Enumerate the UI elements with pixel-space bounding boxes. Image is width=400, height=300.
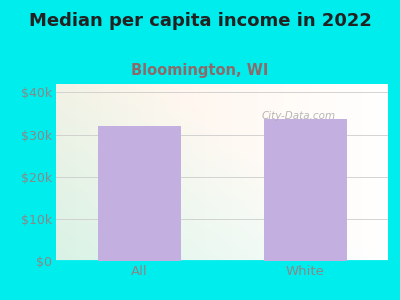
Text: Bloomington, WI: Bloomington, WI [131,63,269,78]
Text: City-Data.com: City-Data.com [261,111,336,121]
Bar [264,118,346,261]
Bar [98,126,180,261]
Text: Median per capita income in 2022: Median per capita income in 2022 [28,12,372,30]
